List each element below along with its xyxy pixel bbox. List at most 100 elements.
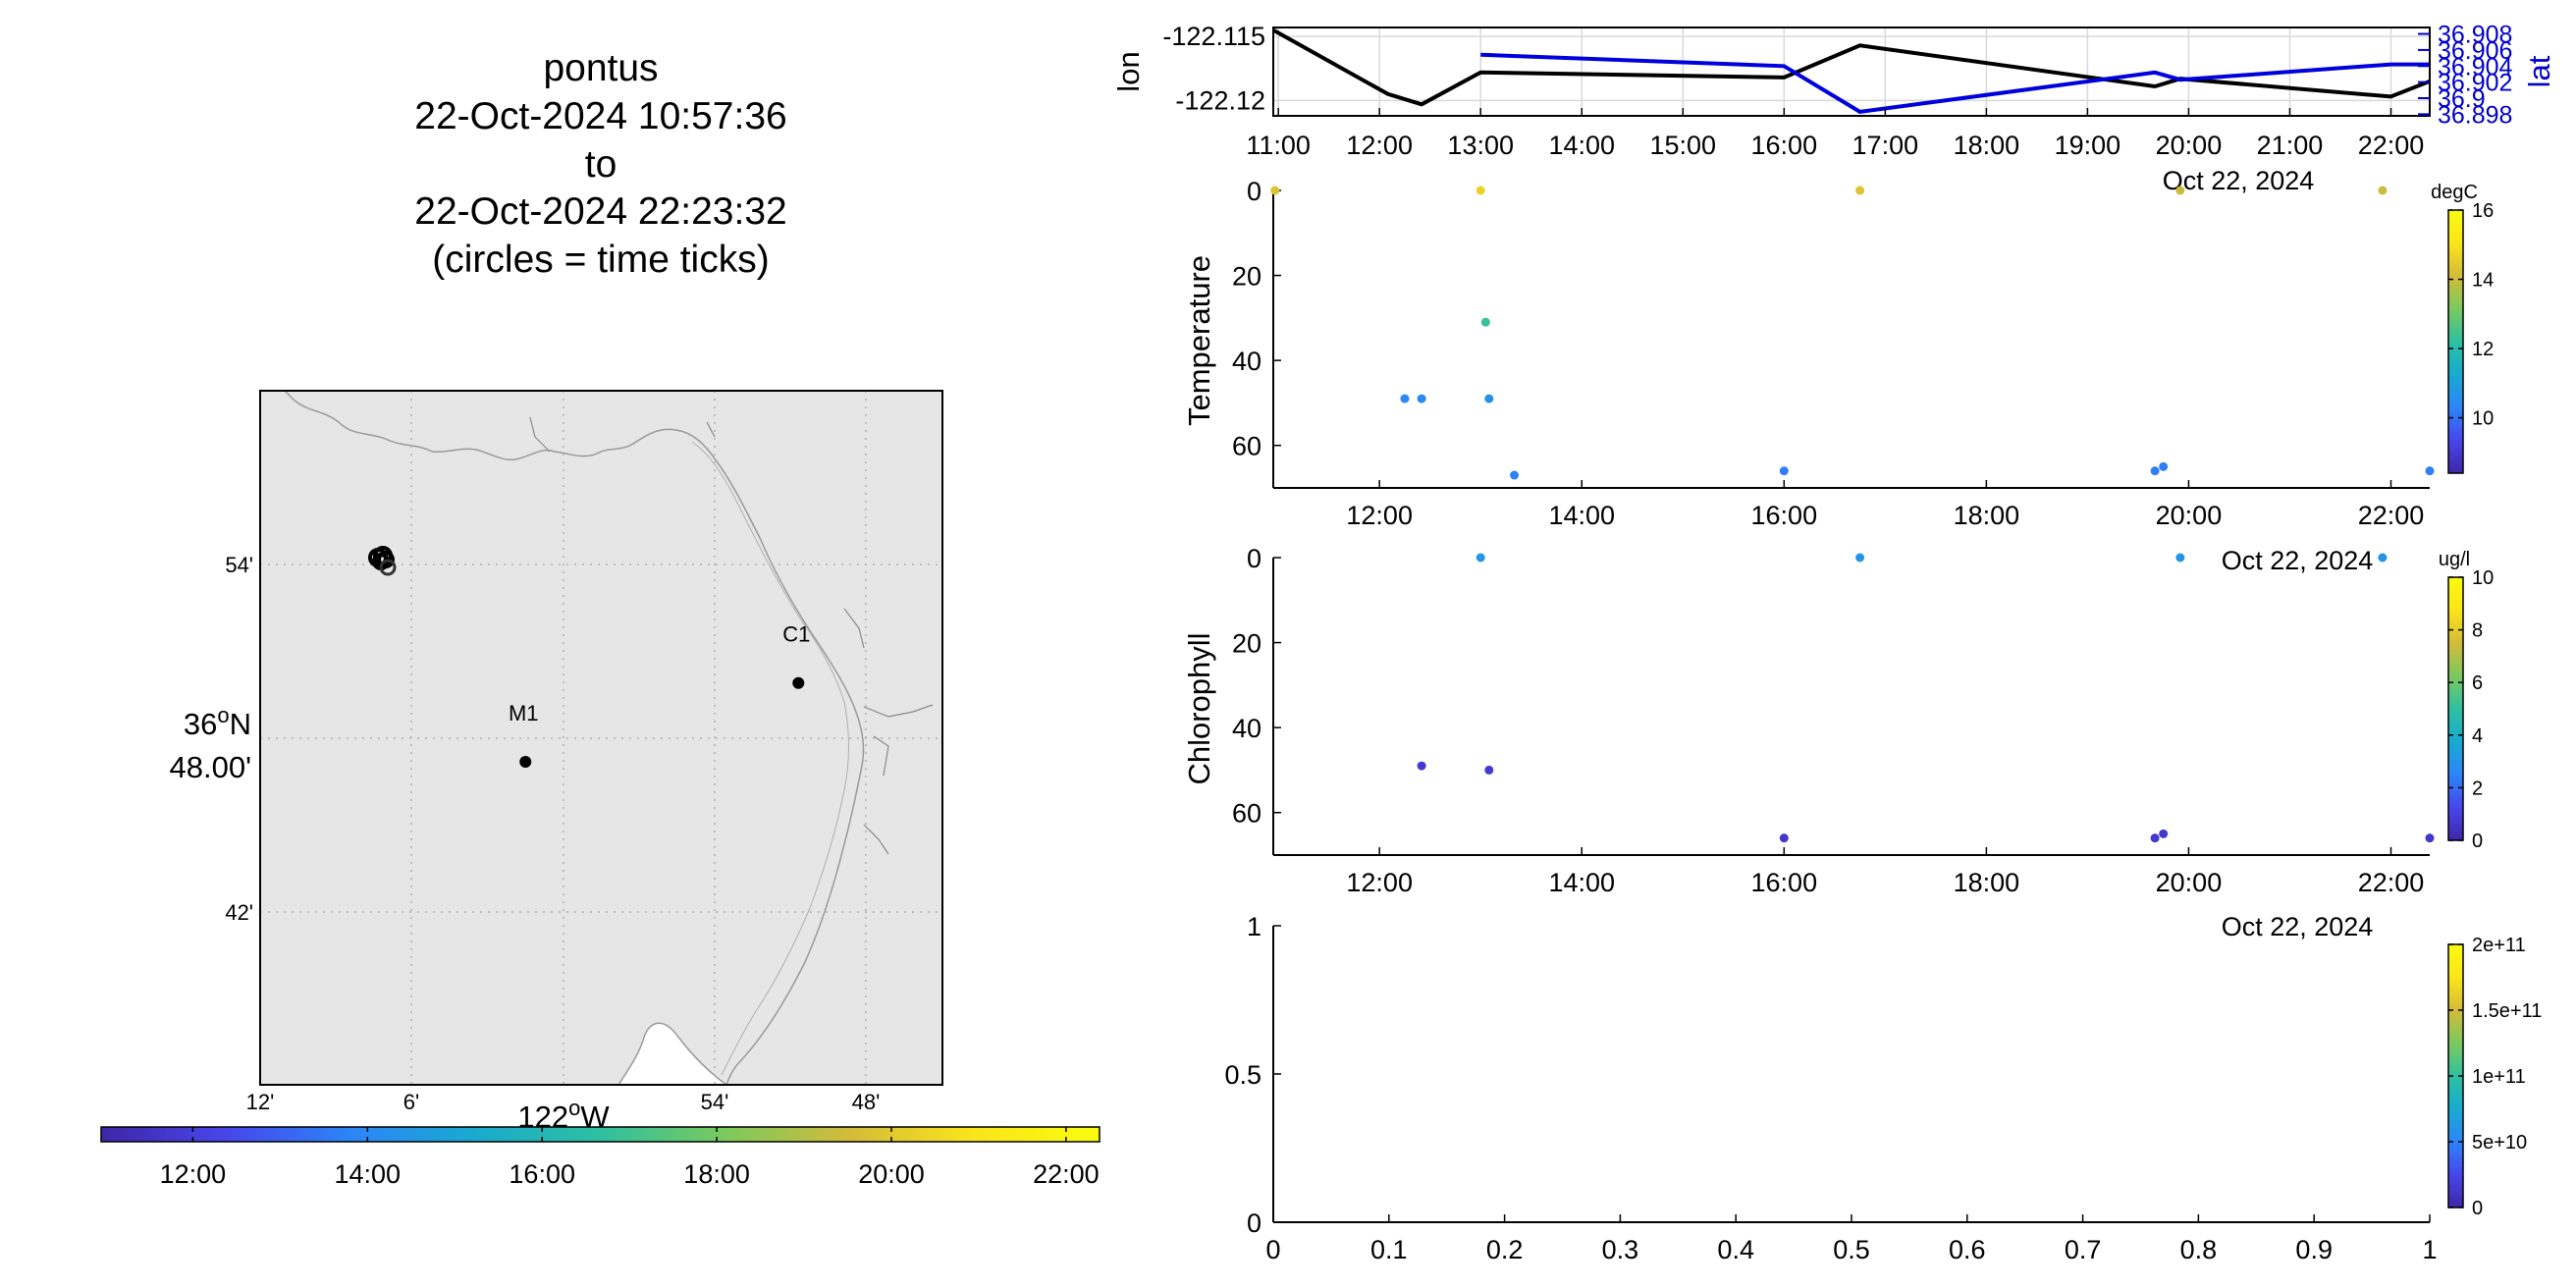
empty-x-tick: 0.5 — [1833, 1235, 1870, 1264]
time-colorbar-tick: 12:00 — [160, 1159, 227, 1189]
lonlat-x-tick: 18:00 — [1954, 131, 2020, 160]
map-lat-tick-54: 54' — [225, 553, 253, 577]
temperature-units: degC — [2431, 182, 2478, 203]
time-tick: 12:00 — [1346, 501, 1413, 530]
data-point — [1480, 317, 1490, 327]
colorbar-tick: 1.5e+11 — [2472, 1000, 2542, 1022]
map-grid — [260, 391, 942, 1085]
time-tick: 14:00 — [1548, 868, 1615, 897]
chlorophyll-axis-label: Chlorophyll — [1182, 632, 1216, 784]
depth-tick: 20 — [1232, 262, 1261, 292]
title-note: (circles = time ticks) — [432, 239, 769, 281]
time-tick: 22:00 — [2358, 868, 2425, 897]
data-point — [1417, 394, 1426, 403]
track-time-circles — [368, 546, 397, 576]
time-tick: 12:00 — [1346, 868, 1413, 897]
colorbar-tick: 16 — [2472, 200, 2494, 222]
data-point — [2425, 466, 2435, 476]
chlorophyll-colorbar — [2447, 576, 2464, 841]
lon-y-tick: -122.12 — [1175, 85, 1265, 115]
title-end-time: 22-Oct-2024 22:23:32 — [414, 190, 786, 233]
lat-y-tick: 36.898 — [2438, 101, 2512, 129]
data-point — [2150, 466, 2160, 476]
data-point — [2425, 833, 2435, 843]
empty-x-tick: 0.3 — [1602, 1235, 1639, 1264]
data-point — [1779, 466, 1789, 476]
data-point — [1476, 186, 1485, 195]
empty-y-tick: 1 — [1247, 912, 1261, 941]
temperature-axis-label: Temperature — [1182, 255, 1216, 426]
empty-y-tick: 0.5 — [1224, 1060, 1261, 1090]
empty-x-tick: 0.1 — [1370, 1235, 1408, 1264]
data-point — [1484, 765, 1494, 775]
depth-tick: 0 — [1247, 544, 1261, 573]
map-lon-tick-54: 54' — [701, 1090, 729, 1114]
lat-y-tick: 36.904 — [2438, 53, 2513, 80]
lonlat-x-tick: 21:00 — [2257, 131, 2324, 160]
lat-y-tick: 36.906 — [2438, 37, 2512, 65]
temperature-points — [1270, 186, 2435, 480]
depth-tick: 40 — [1232, 347, 1261, 376]
time-tick: 14:00 — [1548, 501, 1615, 530]
lonlat-date-label: Oct 22, 2024 — [2163, 166, 2315, 195]
time-colorbar-tick: 20:00 — [858, 1159, 925, 1189]
lonlat-x-tick: 11:00 — [1246, 131, 1311, 160]
depth-tick: 0 — [1247, 177, 1261, 206]
map-lon-tick-12: 12' — [246, 1090, 275, 1114]
chlorophyll-units: ug/l — [2439, 549, 2470, 570]
time-colorbar-tick: 14:00 — [335, 1159, 402, 1189]
time-colorbar: 12:00 14:00 16:00 18:00 20:00 22:00 — [100, 1126, 1100, 1189]
date-label-partial: Oct 22, 2024 — [2222, 912, 2374, 941]
track-map: 54' 42' 36oN 48.00' 12' 6' 54' 48' 122oW… — [100, 390, 1100, 1189]
lat-y-tick: 36.908 — [2438, 22, 2512, 49]
data-point — [2378, 186, 2388, 195]
lat-series-line — [1480, 52, 2430, 114]
time-colorbar-tick: 18:00 — [683, 1159, 750, 1189]
data-point — [1270, 186, 1280, 195]
lonlat-x-tick: 15:00 — [1649, 131, 1716, 160]
map-coast-inner — [691, 441, 849, 1076]
lat-y-tick: 36.902 — [2438, 70, 2512, 97]
date-label-partial: Oct 22, 2024 — [2222, 546, 2374, 575]
station-label: M1 — [509, 701, 539, 725]
time-tick: 18:00 — [1954, 868, 2020, 897]
map-lon-tick-6: 6' — [403, 1090, 419, 1114]
empty-x-tick: 0.6 — [1949, 1235, 1986, 1264]
data-point — [1400, 394, 1410, 403]
data-point — [2175, 553, 2185, 563]
station-marker — [792, 676, 805, 689]
time-tick: 18:00 — [1954, 501, 2020, 530]
colorbar-tick: 2e+11 — [2472, 935, 2526, 956]
lonlat-x-tick: 12:00 — [1346, 131, 1413, 160]
map-stations: M1 C1 — [509, 622, 810, 768]
map-coast-detail — [529, 416, 934, 855]
colorbar-tick: 2 — [2472, 778, 2483, 799]
station-label: C1 — [782, 622, 810, 647]
lonlat-x-tick: 22:00 — [2358, 131, 2425, 160]
empty-y-tick: 0 — [1247, 1208, 1261, 1238]
track-circle-end — [379, 559, 397, 576]
depth-tick: 60 — [1232, 432, 1261, 461]
time-tick: 22:00 — [2358, 501, 2425, 530]
colorbar-tick: 6 — [2472, 672, 2483, 694]
header-title: pontus 22-Oct-2024 10:57:36 to 22-Oct-20… — [414, 47, 786, 281]
colorbar-tick: 4 — [2472, 725, 2483, 747]
title-start-time: 22-Oct-2024 10:57:36 — [414, 95, 786, 137]
time-tick: 16:00 — [1751, 501, 1818, 530]
lonlat-panel: lon lat 11:00 12:00 13:00 14:00 15:00 16:00 17… — [1111, 22, 2556, 195]
map-coast-north — [283, 391, 942, 1085]
depth-tick: 60 — [1232, 799, 1261, 829]
station-marker — [519, 755, 532, 768]
data-point — [1779, 833, 1789, 843]
data-point — [1417, 761, 1426, 771]
lon-y-tick: -122.115 — [1162, 22, 1265, 51]
empty-x-tick: 1 — [2422, 1235, 2437, 1264]
map-lat-center-label: 36oN 48.00' — [170, 703, 252, 784]
chlorophyll-points — [1417, 553, 2435, 843]
lonlat-x-tick: 13:00 — [1447, 131, 1514, 160]
data-point — [1855, 186, 1865, 195]
colorbar-tick: 0 — [2472, 1198, 2483, 1219]
lonlat-x-tick: 16:00 — [1751, 131, 1818, 160]
data-point — [1510, 470, 1520, 480]
